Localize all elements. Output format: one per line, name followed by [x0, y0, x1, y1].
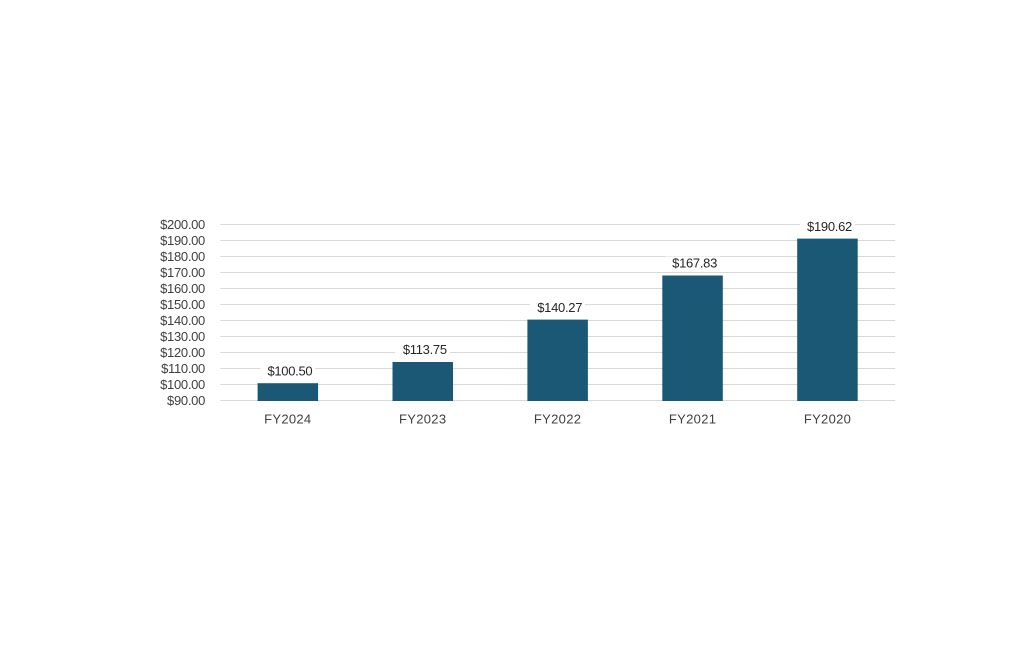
svg-text:FY2021: FY2021	[669, 412, 716, 427]
svg-text:$200.00: $200.00	[160, 217, 205, 232]
svg-text:$190.62: $190.62	[807, 219, 852, 234]
svg-text:FY2020: FY2020	[804, 412, 851, 427]
svg-text:$140.27: $140.27	[537, 300, 582, 315]
svg-text:$170.00: $170.00	[160, 265, 205, 280]
svg-text:FY2024: FY2024	[264, 412, 311, 427]
svg-text:$90.00: $90.00	[167, 393, 205, 408]
svg-text:$110.00: $110.00	[161, 361, 205, 376]
svg-text:$160.00: $160.00	[160, 281, 205, 296]
svg-text:FY2022: FY2022	[534, 412, 581, 427]
svg-text:$180.00: $180.00	[160, 249, 205, 264]
svg-text:$120.00: $120.00	[160, 345, 205, 360]
svg-text:$100.50: $100.50	[267, 363, 312, 378]
svg-text:$100.00: $100.00	[160, 377, 205, 392]
svg-text:$130.00: $130.00	[160, 329, 205, 344]
svg-text:$113.75: $113.75	[403, 342, 447, 357]
svg-text:$167.83: $167.83	[672, 256, 717, 271]
svg-text:$150.00: $150.00	[160, 297, 205, 312]
svg-text:$190.00: $190.00	[160, 233, 205, 248]
svg-text:FY2023: FY2023	[399, 412, 446, 427]
svg-text:$140.00: $140.00	[160, 313, 205, 328]
